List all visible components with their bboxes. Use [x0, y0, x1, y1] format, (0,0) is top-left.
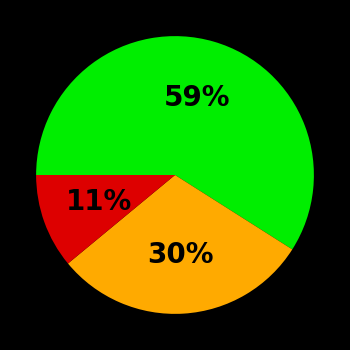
Wedge shape — [36, 175, 175, 264]
Text: 11%: 11% — [66, 188, 132, 216]
Text: 59%: 59% — [164, 84, 231, 112]
Wedge shape — [68, 175, 292, 314]
Wedge shape — [36, 36, 314, 250]
Text: 30%: 30% — [147, 241, 213, 270]
